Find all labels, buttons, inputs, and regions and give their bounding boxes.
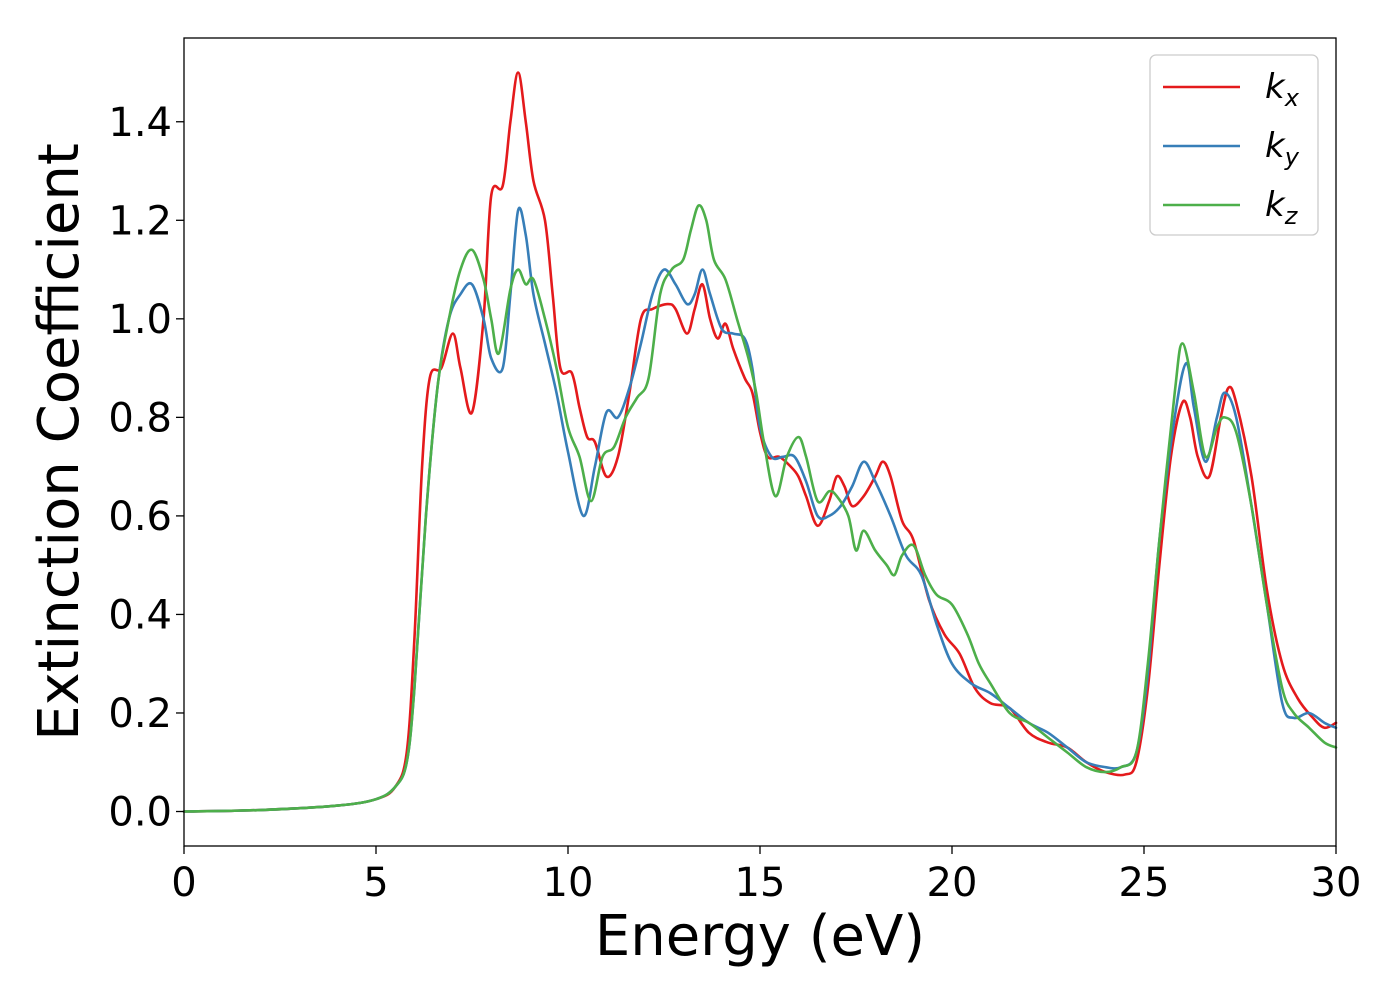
x-tick-label: 10	[543, 860, 594, 906]
y-tick-label: 1.2	[108, 198, 172, 244]
x-tick-label: 20	[927, 860, 978, 906]
x-tick-label: 15	[735, 860, 786, 906]
x-tick-label: 25	[1119, 860, 1170, 906]
legend: kx ky kz	[1149, 54, 1319, 236]
x-tick-label: 0	[171, 860, 196, 906]
x-axis: 0 5 10 15 20 25 30	[171, 846, 1361, 906]
x-axis-title: Energy (eV)	[595, 904, 925, 969]
series-layer	[182, 71, 1338, 813]
y-tick-label: 0.4	[108, 592, 172, 638]
x-tick-label: 5	[363, 860, 388, 906]
legend-label-k-x: kx	[1265, 67, 1300, 112]
y-tick-label: 1.4	[108, 100, 172, 146]
y-tick-label: 0.2	[108, 691, 172, 737]
series-line-k-z	[182, 204, 1338, 813]
y-tick-label: 0.8	[108, 395, 172, 441]
series-line-k-y	[182, 206, 1338, 813]
legend-label-k-z: kz	[1265, 185, 1299, 230]
y-tick-label: 1.0	[108, 297, 172, 343]
y-tick-label: 0.0	[108, 790, 172, 836]
y-axis-title: Extinction Coefficient	[27, 143, 92, 741]
y-tick-label: 0.6	[108, 494, 172, 540]
series-line-k-x	[182, 71, 1338, 813]
x-tick-label: 30	[1311, 860, 1362, 906]
y-axis: 0.0 0.2 0.4 0.6 0.8 1.0 1.2 1.4	[108, 100, 184, 836]
legend-label-k-y: ky	[1265, 126, 1300, 171]
